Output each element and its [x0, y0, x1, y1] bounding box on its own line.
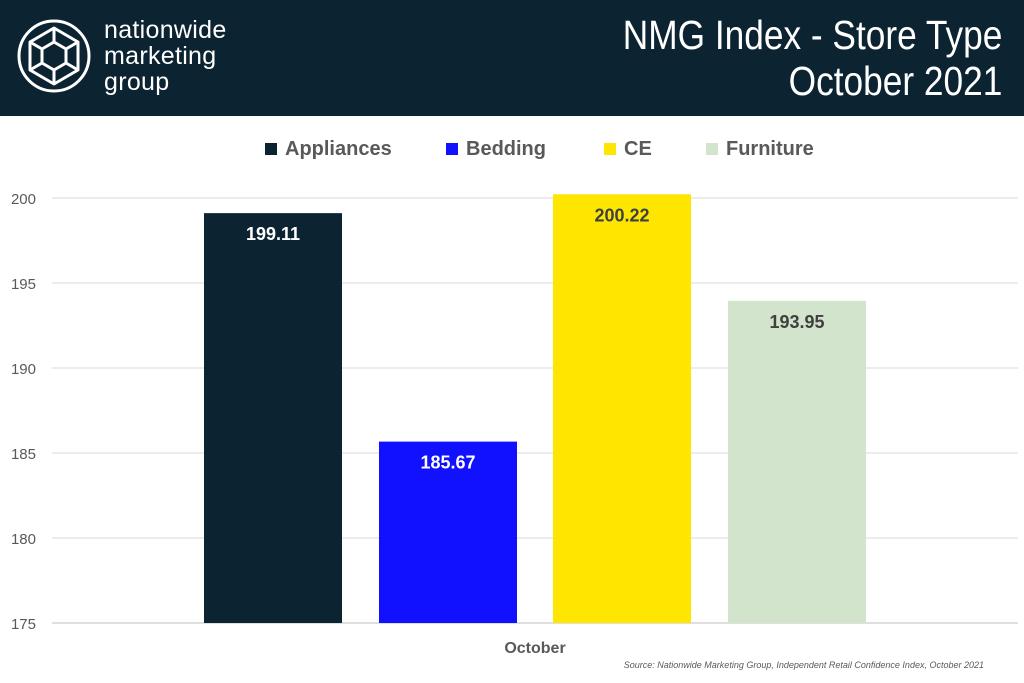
bar-furniture	[728, 300, 866, 623]
y-tick-label: 190	[11, 361, 36, 378]
brand-line-3: group	[104, 68, 170, 96]
legend-swatch-ce	[604, 143, 616, 155]
data-label-appliances: 199.11	[246, 224, 300, 244]
legend-item-bedding: Bedding	[446, 136, 546, 162]
x-tick-label: October	[504, 640, 565, 657]
title-line-2: October 2021	[788, 58, 1002, 104]
y-tick-label: 185	[11, 446, 36, 463]
data-label-ce: 200.22	[594, 205, 649, 225]
page-title: NMG Index - Store Type October 2021	[622, 12, 1002, 104]
legend-label-bedding: Bedding	[466, 137, 546, 160]
legend-item-furniture: Furniture	[706, 136, 814, 162]
data-label-furniture: 193.95	[769, 312, 824, 332]
legend-label-furniture: Furniture	[726, 137, 814, 160]
nmg-logo-icon	[17, 19, 91, 93]
title-line-1: NMG Index - Store Type	[622, 12, 1002, 58]
y-tick-label: 195	[11, 276, 36, 293]
header-bar: nationwide marketing group NMG Index - S…	[0, 0, 1024, 116]
y-tick-label: 180	[11, 531, 36, 548]
legend-swatch-appliances	[265, 143, 277, 155]
brand-line-2: marketing	[104, 42, 217, 70]
data-label-bedding: 185.67	[420, 453, 475, 473]
legend-label-ce: CE	[624, 137, 652, 160]
source-note: Source: Nationwide Marketing Group, Inde…	[623, 660, 984, 670]
legend-swatch-furniture	[706, 143, 718, 155]
bar-ce	[553, 194, 691, 623]
brand-line-1: nationwide	[104, 16, 227, 44]
y-tick-label: 200	[11, 191, 36, 208]
brand-name: nationwide marketing group	[104, 18, 227, 96]
bar-bedding	[379, 441, 517, 623]
chart-legend: Appliances Bedding CE Furniture	[0, 136, 1024, 162]
legend-item-ce: CE	[604, 136, 652, 162]
y-tick-label: 175	[11, 616, 36, 633]
legend-label-appliances: Appliances	[285, 137, 392, 160]
bar-appliances	[204, 213, 342, 623]
legend-item-appliances: Appliances	[265, 136, 392, 162]
legend-swatch-bedding	[446, 143, 458, 155]
